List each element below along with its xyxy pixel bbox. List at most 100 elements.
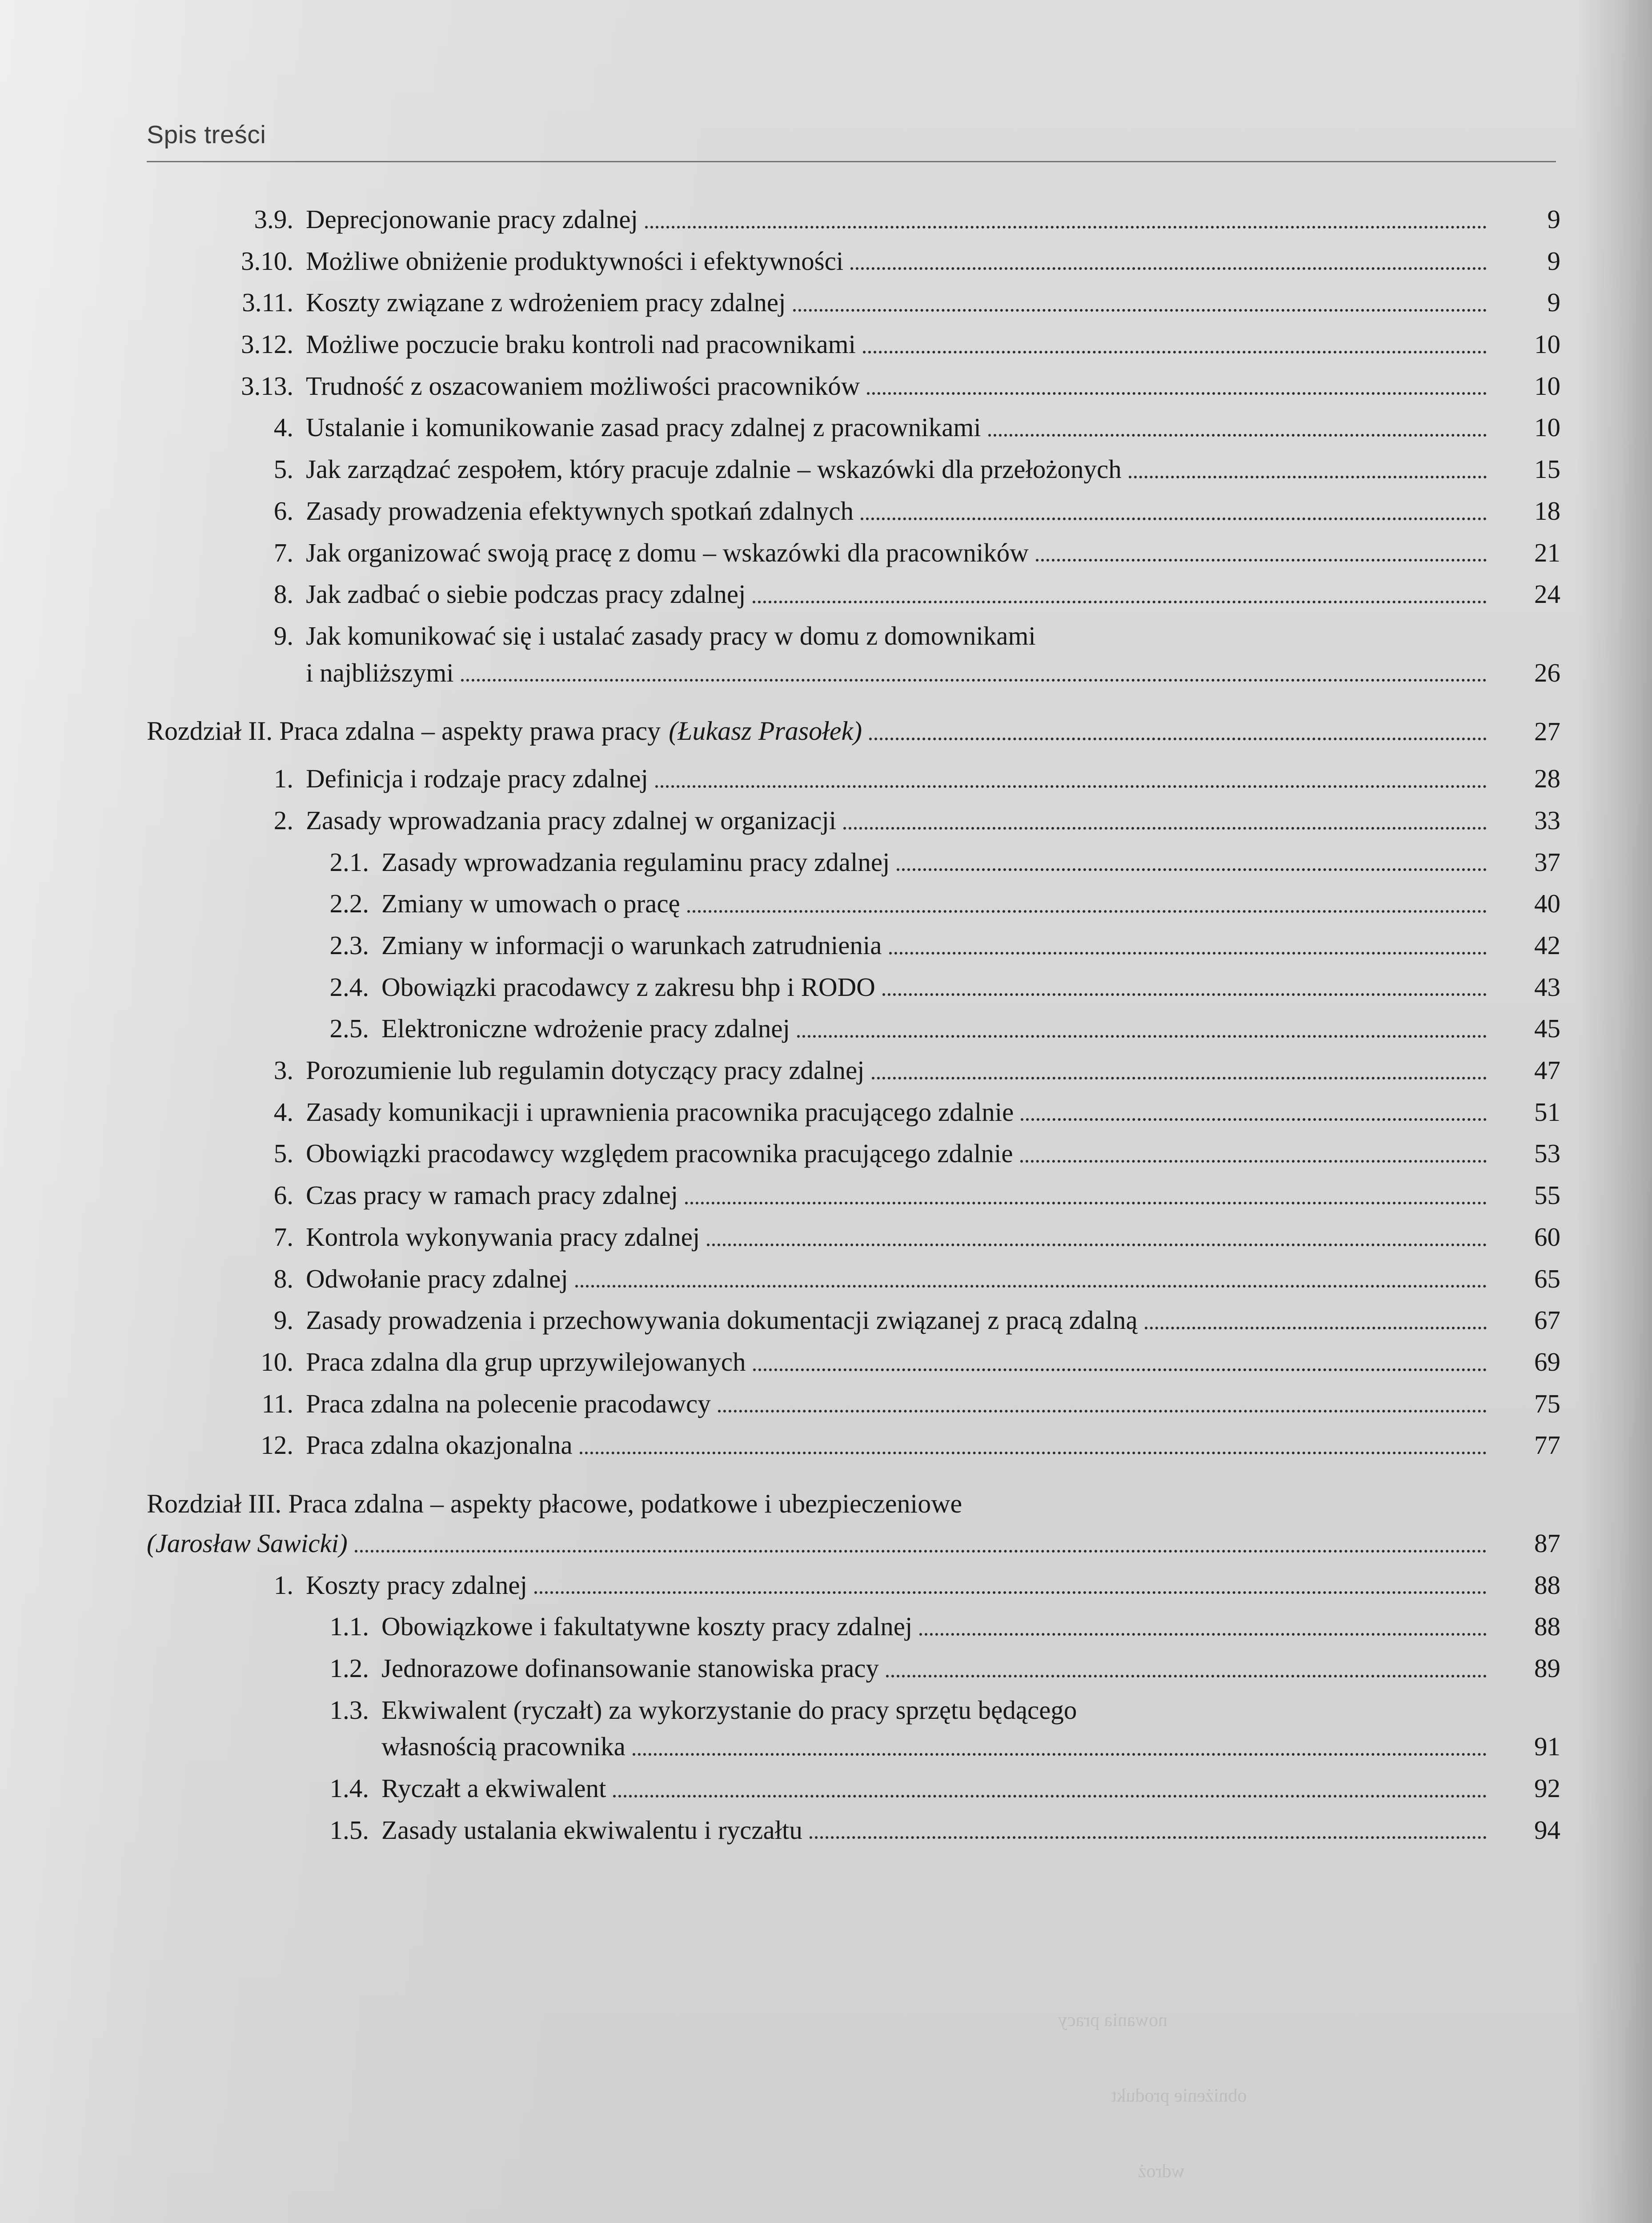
toc-entry-row[interactable]: 9. Zasady prowadzenia i przechowywania do…: [147, 1303, 1560, 1337]
toc-page-number: 10: [1534, 329, 1560, 359]
toc-chapter-row[interactable]: Rozdział III. Praca zdalna – aspekty pła…: [147, 1486, 1560, 1521]
toc-entry-number: 3.: [273, 1055, 293, 1085]
toc-entry-title-wrap: Jak komunikować się i ustalać zasady pra…: [306, 619, 1494, 653]
toc-entry-row[interactable]: 3.10. Możliwe obniżenie produktywności i …: [147, 244, 1560, 278]
toc-entry-title: Praca zdalna dla grup uprzywilejowanych: [306, 1347, 746, 1376]
toc-entry-number: 5.: [273, 1139, 293, 1168]
toc-entry-number: 12.: [261, 1430, 293, 1460]
toc-entry-number: 8.: [273, 1264, 293, 1293]
toc-page-number: 37: [1534, 847, 1560, 877]
toc-entry-row[interactable]: 11. Praca zdalna na polecenie pracodawcy 7…: [147, 1387, 1560, 1421]
toc-page-number: 47: [1534, 1055, 1560, 1085]
toc-entry-title: Zasady prowadzenia i przechowywania doku…: [306, 1305, 1138, 1335]
toc-entry-title-wrap: Elektroniczne wdrożenie pracy zdalnej: [381, 1011, 1494, 1046]
toc-entry-row[interactable]: 1. Definicja i rodzaje pracy zdalnej 28: [147, 762, 1560, 796]
toc-entry-title-wrap: Możliwe obniżenie produktywności i efekt…: [306, 244, 1494, 278]
toc-leader-dots: [988, 434, 1487, 437]
toc-page-number: 9: [1547, 205, 1561, 234]
toc-entry-row[interactable]: 1.1. Obowiązkowe i fakultatywne koszty pr…: [147, 1609, 1561, 1644]
toc-chapter-title: Rozdział II. Praca zdalna – aspekty praw…: [147, 716, 661, 746]
toc-leader-dots: [753, 600, 1487, 603]
toc-entry-row[interactable]: 5. Jak zarządzać zespołem, który pracuje …: [147, 452, 1560, 486]
toc-entry-row[interactable]: 8. Jak zadbać o siebie podczas pracy zdal…: [147, 577, 1560, 611]
table-of-contents: 3.9. Deprecjonowanie pracy zdalnej 9 3.10. M…: [147, 202, 1560, 1854]
toc-entry-row[interactable]: 1.3. Ekwiwalent (ryczałt) za wykorzystani…: [147, 1693, 1560, 1727]
toc-leader-dots: [685, 1201, 1487, 1204]
toc-leader-dots: [797, 1035, 1487, 1038]
toc-page-number: 69: [1534, 1347, 1560, 1376]
toc-entry-number: 2.2.: [329, 889, 369, 919]
toc-entry-row[interactable]: 6. Zasady prowadzenia efektywnych spotkań…: [147, 494, 1560, 528]
toc-entry-title: Koszty pracy zdalnej: [306, 1570, 528, 1600]
toc-chapter-row[interactable]: Rozdział II. Praca zdalna – aspekty praw…: [147, 714, 1560, 748]
toc-entry-row[interactable]: 4. Zasady komunikacji i uprawnienia praco…: [147, 1095, 1560, 1129]
toc-entry-title: Zasady wprowadzania regulaminu pracy zda…: [381, 847, 890, 877]
toc-entry-number: 7.: [273, 538, 293, 567]
toc-entry-title-wrap: Jednorazowe dofinansowanie stanowiska pr…: [381, 1651, 1494, 1685]
toc-entry-number: 10.: [261, 1347, 293, 1376]
toc-entry-row[interactable]: 3.12. Możliwe poczucie braku kontroli nad…: [147, 327, 1560, 361]
toc-entry-continuation-wrap: i najbliższymi: [306, 656, 1494, 690]
toc-entry-title: Zmiany w umowach o pracę: [381, 889, 680, 919]
toc-entry-title: Zasady wprowadzania pracy zdalnej w orga…: [306, 805, 837, 835]
toc-entry-number: 3.11.: [242, 288, 293, 317]
toc-entry-row[interactable]: 3. Porozumienie lub regulamin dotyczący p…: [147, 1053, 1560, 1087]
toc-entry-number: 1.: [273, 764, 293, 794]
toc-entry-row[interactable]: 1. Koszty pracy zdalnej 88: [147, 1568, 1560, 1602]
toc-entry-row[interactable]: 3.13. Trudność z oszacowaniem możliwości …: [147, 369, 1560, 403]
toc-entry-row[interactable]: 12. Praca zdalna okazjonalna 77: [147, 1428, 1560, 1462]
toc-entry-row[interactable]: 3.11. Koszty związane z wdrożeniem pracy …: [147, 285, 1560, 320]
toc-entry-row[interactable]: 10. Praca zdalna dla grup uprzywilejowany…: [147, 1345, 1560, 1379]
toc-entry-number: 6.: [273, 496, 293, 526]
toc-entry-title-wrap: Kontrola wykonywania pracy zdalnej: [306, 1220, 1494, 1254]
toc-entry-row[interactable]: 2.5. Elektroniczne wdrożenie pracy zdalne…: [147, 1011, 1561, 1046]
toc-leader-dots: [867, 392, 1487, 395]
toc-entry-continuation-row[interactable]: własnością pracownika 91: [147, 1729, 1560, 1764]
toc-leader-dots: [655, 785, 1487, 788]
toc-leader-dots: [1035, 559, 1487, 562]
toc-entry-title-wrap: Zasady prowadzenia i przechowywania doku…: [306, 1303, 1494, 1337]
toc-chapter-author-row[interactable]: (Jarosław Sawicki) 87: [147, 1526, 1560, 1561]
toc-entry-title-wrap: Jak zadbać o siebie podczas pracy zdalne…: [306, 577, 1494, 611]
toc-entry-row[interactable]: 2. Zasady wprowadzania pracy zdalnej w or…: [147, 803, 1560, 838]
toc-page-number: 21: [1534, 538, 1560, 567]
toc-entry-title-wrap: Zasady prowadzenia efektywnych spotkań z…: [306, 494, 1494, 528]
toc-entry-continuation-row[interactable]: i najbliższymi 26: [147, 656, 1560, 690]
toc-entry-row[interactable]: 7. Kontrola wykonywania pracy zdalnej 60: [147, 1220, 1560, 1254]
toc-entry-title-wrap: Jak zarządzać zespołem, który pracuje zd…: [306, 452, 1494, 486]
toc-entry-row[interactable]: 7. Jak organizować swoją pracę z domu – w…: [147, 536, 1560, 570]
toc-entry-title-wrap: Praca zdalna na polecenie pracodawcy: [306, 1387, 1494, 1421]
toc-entry-row[interactable]: 5. Obowiązki pracodawcy względem pracowni…: [147, 1136, 1560, 1171]
toc-entry-row[interactable]: 6. Czas pracy w ramach pracy zdalnej 55: [147, 1178, 1560, 1212]
toc-entry-title: Ustalanie i komunikowanie zasad pracy zd…: [306, 413, 981, 442]
toc-leader-dots: [645, 225, 1487, 229]
toc-entry-number: 6.: [273, 1180, 293, 1210]
toc-entry-row[interactable]: 2.3. Zmiany w informacji o warunkach zatr…: [147, 928, 1561, 963]
toc-entry-title-wrap: Obowiązki pracodawcy z zakresu bhp i ROD…: [381, 970, 1494, 1004]
toc-page-number: 65: [1534, 1264, 1560, 1293]
toc-entry-row[interactable]: 4. Ustalanie i komunikowanie zasad pracy …: [147, 410, 1560, 445]
toc-entry-row[interactable]: 2.2. Zmiany w umowach o pracę 40: [147, 887, 1561, 921]
toc-entry-row[interactable]: 1.2. Jednorazowe dofinansowanie stanowisk…: [147, 1651, 1561, 1685]
toc-entry-row[interactable]: 2.1. Zasady wprowadzania regulaminu pracy…: [147, 845, 1561, 879]
toc-entry-title: Jak zadbać o siebie podczas pracy zdalne…: [306, 579, 746, 609]
bleedthrough-mark-3: wdroż: [1138, 2161, 1185, 2182]
toc-entry-row[interactable]: 1.4. Ryczałt a ekwiwalent 92: [147, 1771, 1561, 1806]
toc-chapter-author: (Jarosław Sawicki): [147, 1528, 348, 1558]
toc-entry-row[interactable]: 3.9. Deprecjonowanie pracy zdalnej 9: [147, 202, 1561, 237]
toc-entry-title-wrap: Zasady wprowadzania pracy zdalnej w orga…: [306, 803, 1494, 838]
page-edge-shadow: [1576, 0, 1652, 2223]
toc-entry-row[interactable]: 8. Odwołanie pracy zdalnej 65: [147, 1262, 1560, 1296]
toc-page-number: 89: [1534, 1653, 1560, 1683]
toc-leader-dots: [461, 679, 1487, 682]
toc-leader-dots: [534, 1591, 1487, 1594]
toc-leader-dots: [869, 738, 1487, 741]
toc-entry-row[interactable]: 2.4. Obowiązki pracodawcy z zakresu bhp i…: [147, 970, 1561, 1004]
toc-entry-number: 2.4.: [329, 972, 369, 1002]
toc-entry-row[interactable]: 9. Jak komunikować się i ustalać zasady p…: [147, 619, 1560, 653]
toc-page-number: 45: [1534, 1014, 1560, 1043]
toc-entry-row[interactable]: 1.5. Zasady ustalania ekwiwalentu i rycza…: [147, 1813, 1561, 1847]
toc-leader-dots: [793, 309, 1487, 312]
toc-leader-dots: [897, 868, 1487, 871]
toc-entry-continuation-text: własnością pracownika: [381, 1732, 626, 1762]
